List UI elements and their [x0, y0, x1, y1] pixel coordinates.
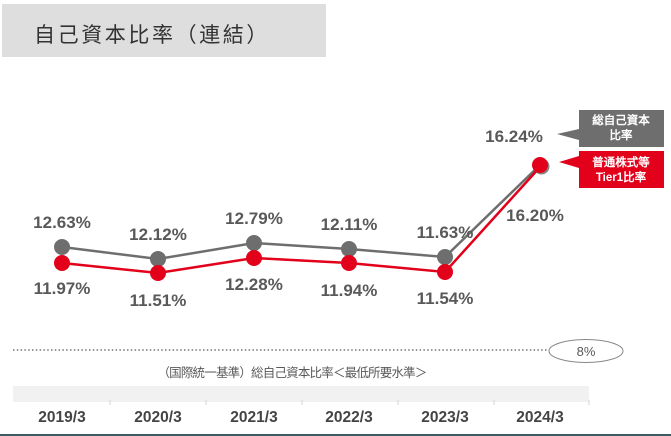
- svg-text:12.79%: 12.79%: [225, 209, 283, 228]
- svg-text:12.63%: 12.63%: [33, 213, 91, 232]
- svg-text:2019/3: 2019/3: [38, 409, 86, 426]
- svg-text:2020/3: 2020/3: [134, 409, 182, 426]
- svg-text:11.94%: 11.94%: [321, 281, 378, 300]
- svg-text:11.51%: 11.51%: [130, 291, 187, 310]
- svg-text:比率: 比率: [610, 128, 633, 142]
- svg-text:2022/3: 2022/3: [325, 409, 373, 426]
- svg-text:普通株式等: 普通株式等: [592, 155, 650, 169]
- svg-text:16.20%: 16.20%: [506, 206, 564, 225]
- svg-text:12.11%: 12.11%: [321, 215, 378, 234]
- svg-text:11.97%: 11.97%: [34, 279, 91, 298]
- svg-text:8%: 8%: [577, 344, 596, 359]
- svg-text:11.63%: 11.63%: [417, 223, 474, 242]
- svg-text:16.24%: 16.24%: [485, 127, 543, 146]
- svg-text:12.12%: 12.12%: [129, 225, 187, 244]
- svg-text:Tier1比率: Tier1比率: [596, 170, 647, 184]
- svg-text:2024/3: 2024/3: [516, 409, 564, 426]
- svg-text:2023/3: 2023/3: [421, 409, 469, 426]
- svg-text:（国際統一基準）総自己資本比率＜最低所要水準＞: （国際統一基準）総自己資本比率＜最低所要水準＞: [157, 365, 426, 380]
- svg-text:12.28%: 12.28%: [225, 275, 283, 294]
- svg-text:2021/3: 2021/3: [230, 409, 278, 426]
- svg-text:総自己資本: 総自己資本: [592, 113, 650, 127]
- svg-text:11.54%: 11.54%: [417, 289, 474, 308]
